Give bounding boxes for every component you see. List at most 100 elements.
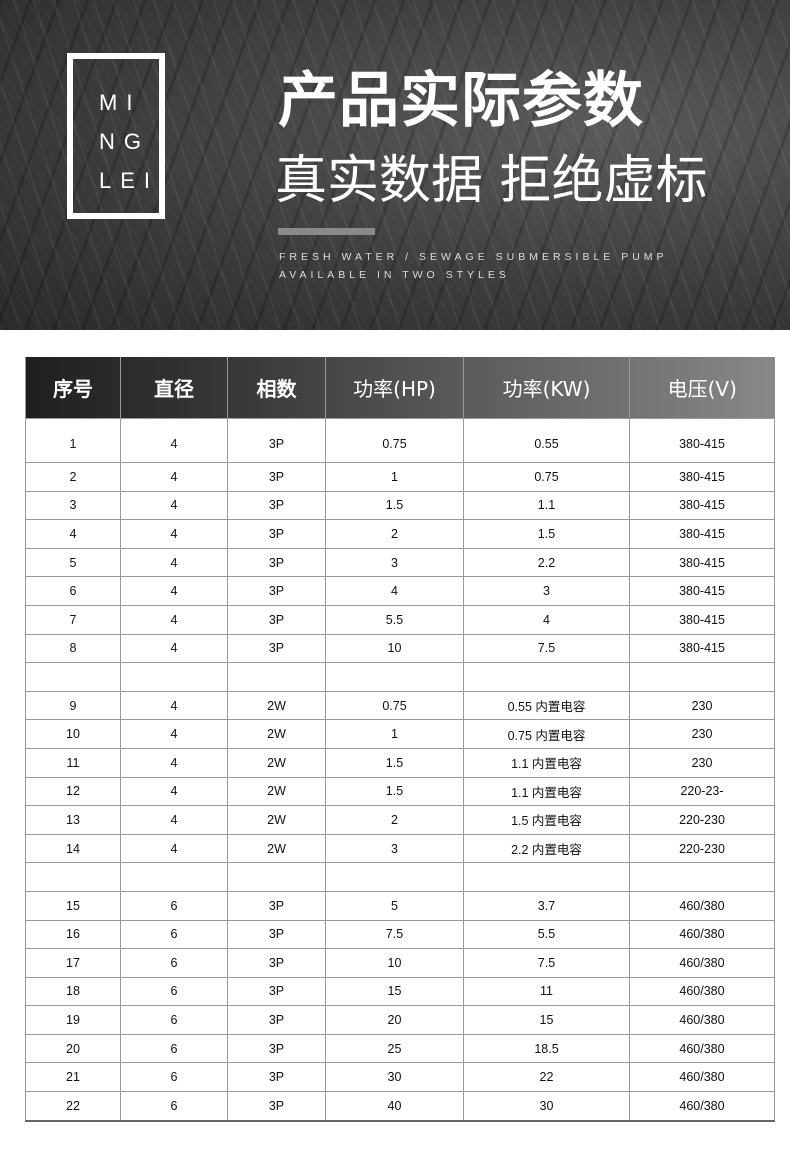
cell-power-hp: 0.75 [325, 690, 464, 721]
table-row: 15 6 3P 5 3.7 460/380 [25, 890, 775, 921]
cell-phase [227, 662, 326, 692]
cell-diameter: 6 [120, 1033, 228, 1064]
cell-diameter: 4 [120, 776, 228, 807]
cell-power-kw: 3 [463, 576, 630, 606]
cell-power-hp: 30 [325, 1062, 464, 1093]
cell-power-hp: 1.5 [325, 490, 464, 521]
cell-phase: 3P [227, 490, 326, 521]
table-spacer-row [25, 662, 775, 692]
cell-phase: 3P [227, 519, 326, 549]
cell-power-kw: 4 [463, 604, 630, 635]
table-row: 8 4 3P 10 7.5 380-415 [25, 633, 775, 664]
cell-phase: 3P [227, 948, 326, 978]
header-phase: 相数 [227, 357, 326, 419]
cell-index: 12 [25, 776, 121, 807]
table-row: 6 4 3P 4 3 380-415 [25, 576, 775, 606]
cell-power-kw: 5.5 [463, 919, 630, 950]
cell-power-hp: 10 [325, 633, 464, 664]
cell-diameter: 4 [120, 719, 228, 749]
cell-voltage: 460/380 [629, 1033, 775, 1064]
divider-bar [278, 228, 375, 235]
table-row: 13 4 2W 2 1.5 内置电容 220-230 [25, 805, 775, 835]
cell-index: 22 [25, 1091, 121, 1122]
table-row: 19 6 3P 20 15 460/380 [25, 1005, 775, 1035]
cell-voltage: 460/380 [629, 919, 775, 950]
cell-index: 16 [25, 919, 121, 950]
cell-index: 13 [25, 805, 121, 835]
cell-power-kw [463, 662, 630, 692]
tagline-2: AVAILABLE IN TWO STYLES [279, 269, 510, 281]
cell-diameter [120, 662, 228, 692]
table-row: 14 4 2W 3 2.2 内置电容 220-230 [25, 833, 775, 864]
cell-index [25, 662, 121, 692]
cell-power-hp: 1 [325, 719, 464, 749]
table-spacer-row [25, 862, 775, 892]
logo-line: LEI [99, 168, 160, 193]
cell-phase: 3P [227, 976, 326, 1007]
table-row: 1 4 3P 0.75 0.55 380-415 [25, 418, 775, 463]
cell-index: 18 [25, 976, 121, 1007]
cell-phase: 2W [227, 747, 326, 778]
cell-voltage: 380-415 [629, 462, 775, 492]
cell-phase: 3P [227, 890, 326, 921]
cell-index: 1 [25, 418, 121, 463]
cell-voltage: 380-415 [629, 604, 775, 635]
brand-logo: MI NG LEI [67, 53, 165, 219]
header-diameter: 直径 [120, 357, 228, 419]
cell-voltage: 380-415 [629, 418, 775, 463]
cell-diameter: 4 [120, 490, 228, 521]
cell-voltage: 220-230 [629, 833, 775, 864]
cell-power-kw: 0.75 内置电容 [463, 719, 630, 749]
cell-index: 20 [25, 1033, 121, 1064]
cell-power-hp: 20 [325, 1005, 464, 1035]
cell-index: 14 [25, 833, 121, 864]
cell-diameter: 4 [120, 418, 228, 463]
table-row: 7 4 3P 5.5 4 380-415 [25, 604, 775, 635]
cell-phase: 2W [227, 690, 326, 721]
cell-phase: 3P [227, 1005, 326, 1035]
table-row: 16 6 3P 7.5 5.5 460/380 [25, 919, 775, 950]
cell-index: 21 [25, 1062, 121, 1093]
cell-index: 2 [25, 462, 121, 492]
cell-index: 4 [25, 519, 121, 549]
cell-power-hp: 1.5 [325, 747, 464, 778]
cell-power-hp: 7.5 [325, 919, 464, 950]
cell-power-kw: 22 [463, 1062, 630, 1093]
cell-power-kw: 18.5 [463, 1033, 630, 1064]
cell-power-kw: 7.5 [463, 948, 630, 978]
cell-voltage: 230 [629, 747, 775, 778]
cell-power-hp: 15 [325, 976, 464, 1007]
cell-diameter: 6 [120, 1005, 228, 1035]
cell-power-kw: 1.1 内置电容 [463, 776, 630, 807]
table-row: 5 4 3P 3 2.2 380-415 [25, 547, 775, 578]
table-row: 17 6 3P 10 7.5 460/380 [25, 948, 775, 978]
cell-power-kw: 2.2 [463, 547, 630, 578]
cell-voltage: 380-415 [629, 519, 775, 549]
cell-phase: 3P [227, 1033, 326, 1064]
cell-voltage: 380-415 [629, 490, 775, 521]
cell-power-hp [325, 862, 464, 892]
cell-voltage: 220-230 [629, 805, 775, 835]
cell-diameter: 4 [120, 519, 228, 549]
cell-phase: 3P [227, 1091, 326, 1122]
cell-power-kw: 0.75 [463, 462, 630, 492]
banner: MI NG LEI 产品实际参数 真实数据 拒绝虚标 FRESH WATER /… [0, 0, 790, 330]
logo-line: MI [99, 90, 142, 115]
cell-power-kw: 1.5 内置电容 [463, 805, 630, 835]
cell-index: 10 [25, 719, 121, 749]
cell-diameter: 6 [120, 919, 228, 950]
table-row: 18 6 3P 15 11 460/380 [25, 976, 775, 1007]
cell-power-kw: 1.1 [463, 490, 630, 521]
cell-power-hp: 25 [325, 1033, 464, 1064]
cell-diameter: 6 [120, 1062, 228, 1093]
cell-power-hp: 1.5 [325, 776, 464, 807]
cell-index: 8 [25, 633, 121, 664]
cell-power-kw: 30 [463, 1091, 630, 1122]
cell-index: 6 [25, 576, 121, 606]
banner-subtitle: 真实数据 拒绝虚标 [275, 151, 708, 211]
cell-phase: 2W [227, 833, 326, 864]
header-index: 序号 [25, 357, 121, 419]
cell-power-hp: 5 [325, 890, 464, 921]
cell-voltage: 460/380 [629, 976, 775, 1007]
cell-voltage: 460/380 [629, 1062, 775, 1093]
